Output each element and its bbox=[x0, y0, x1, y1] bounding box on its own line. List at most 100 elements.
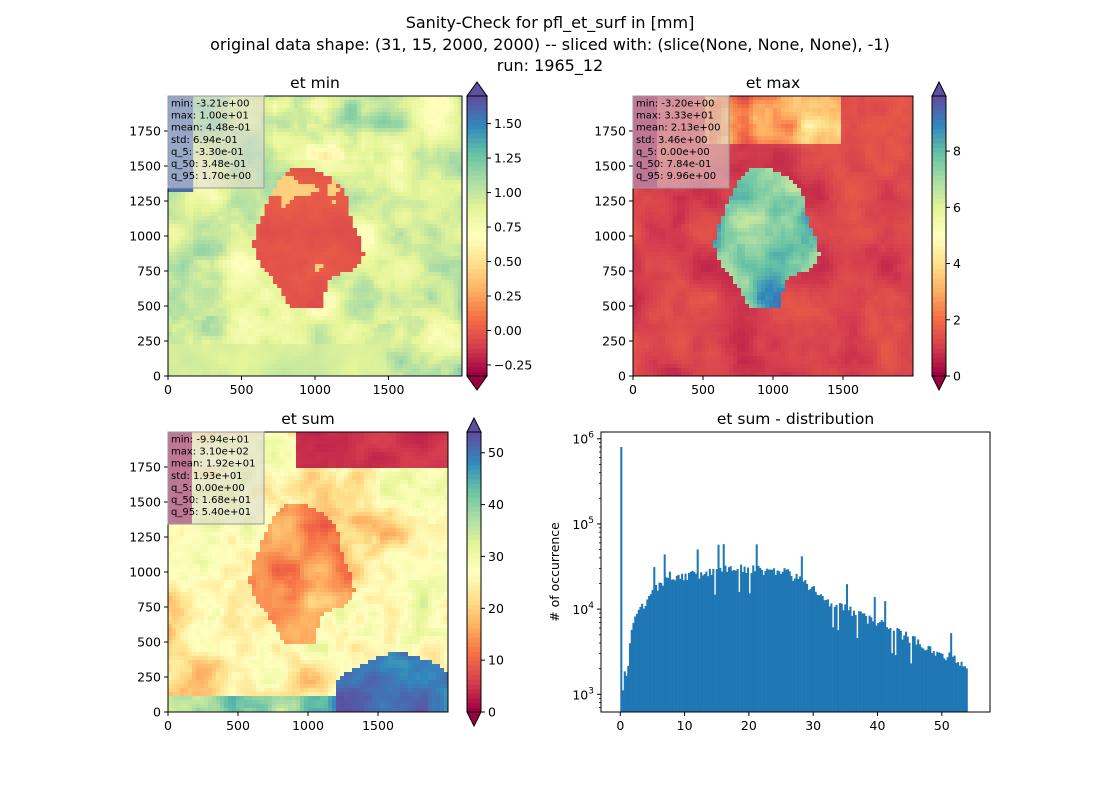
heatmap-cell bbox=[420, 184, 425, 189]
heatmap-cell bbox=[436, 204, 442, 209]
heatmap-cell bbox=[428, 268, 434, 273]
heatmap-cell bbox=[407, 284, 413, 289]
heatmap-cell bbox=[369, 100, 375, 105]
heatmap-cell bbox=[382, 288, 387, 293]
heatmap-cell bbox=[394, 220, 400, 225]
heatmap-cell bbox=[210, 348, 215, 353]
heatmap-cell bbox=[180, 284, 186, 289]
heatmap-cell bbox=[420, 228, 425, 233]
heatmap-cell bbox=[415, 368, 421, 373]
heatmap-cell bbox=[445, 340, 450, 345]
heatmap-cell bbox=[189, 336, 194, 341]
colorbar-segment bbox=[467, 128, 487, 134]
heatmap-cell bbox=[344, 356, 350, 361]
heatmap-cell bbox=[403, 316, 408, 321]
heatmap-cell bbox=[382, 272, 387, 277]
heatmap-cell bbox=[298, 260, 303, 265]
heatmap-cell bbox=[235, 356, 240, 361]
heatmap-cell bbox=[302, 116, 308, 121]
heatmap-cell bbox=[369, 180, 375, 185]
heatmap-cell bbox=[294, 364, 299, 369]
heatmap-cell bbox=[432, 304, 438, 309]
heatmap-cell bbox=[256, 324, 261, 329]
heatmap-cell bbox=[390, 108, 396, 113]
heatmap-cell bbox=[231, 224, 236, 229]
heatmap-cell bbox=[222, 372, 228, 377]
heatmap-cell bbox=[268, 204, 274, 209]
heatmap-cell bbox=[394, 168, 400, 173]
heatmap-cell bbox=[348, 356, 354, 361]
heatmap-cell bbox=[411, 252, 417, 257]
heatmap-cell bbox=[256, 356, 261, 361]
heatmap-cell bbox=[457, 280, 463, 285]
heatmap-cell bbox=[382, 180, 387, 185]
heatmap-cell bbox=[256, 300, 261, 305]
heatmap-cell bbox=[369, 96, 375, 101]
heatmap-cell bbox=[260, 260, 266, 265]
heatmap-cell bbox=[176, 308, 182, 313]
heatmap-cell bbox=[268, 236, 274, 241]
y-tick-label: 250 bbox=[137, 334, 161, 349]
heatmap-cell bbox=[197, 364, 203, 369]
heatmap-cell bbox=[205, 304, 211, 309]
heatmap-cell bbox=[168, 232, 173, 237]
heatmap-cell bbox=[172, 356, 177, 361]
heatmap-cell bbox=[415, 136, 421, 141]
heatmap-cell bbox=[302, 252, 308, 257]
heatmap-cell bbox=[331, 116, 337, 121]
heatmap-cell bbox=[210, 352, 215, 357]
heatmap-cell bbox=[415, 260, 421, 265]
colorbar-segment bbox=[467, 366, 487, 372]
heatmap-cell bbox=[390, 272, 396, 277]
heatmap-cell bbox=[352, 252, 358, 257]
heatmap-cell bbox=[298, 340, 303, 345]
heatmap-cell bbox=[386, 260, 392, 265]
heatmap-cell bbox=[268, 156, 274, 161]
heatmap-cell bbox=[441, 324, 446, 329]
heatmap-cell bbox=[445, 164, 450, 169]
heatmap-cell bbox=[327, 132, 333, 137]
heatmap-cell bbox=[382, 312, 387, 317]
heatmap-cell bbox=[386, 232, 392, 237]
heatmap-cell bbox=[285, 328, 291, 333]
heatmap-cell bbox=[285, 268, 291, 273]
heatmap-cell bbox=[214, 324, 219, 329]
heatmap-cell bbox=[344, 248, 350, 253]
heatmap-cell bbox=[180, 224, 186, 229]
heatmap-cell bbox=[273, 308, 278, 313]
colorbar-segment bbox=[467, 357, 487, 363]
heatmap-cell bbox=[289, 180, 295, 185]
heatmap-cell bbox=[340, 352, 345, 357]
heatmap-cell bbox=[357, 172, 362, 177]
heatmap-cell bbox=[340, 100, 345, 105]
heatmap-cell bbox=[260, 216, 266, 221]
heatmap-cell bbox=[331, 120, 337, 125]
heatmap-cell bbox=[226, 364, 232, 369]
heatmap-cell bbox=[205, 280, 211, 285]
heatmap-cell bbox=[201, 232, 207, 237]
heatmap-cell bbox=[189, 208, 194, 213]
heatmap-cell bbox=[281, 208, 287, 213]
heatmap-cell bbox=[315, 232, 320, 237]
heatmap-cell bbox=[239, 240, 245, 245]
heatmap-cell bbox=[411, 164, 417, 169]
heatmap-cell bbox=[285, 240, 291, 245]
heatmap-cell bbox=[298, 284, 303, 289]
heatmap-cell bbox=[386, 136, 392, 141]
heatmap-cell bbox=[256, 364, 261, 369]
heatmap-cell bbox=[441, 224, 446, 229]
heatmap-cell bbox=[201, 188, 207, 193]
heatmap-cell bbox=[348, 304, 354, 309]
heatmap-cell bbox=[361, 156, 366, 161]
heatmap-cell bbox=[386, 352, 392, 357]
heatmap-cell bbox=[441, 308, 446, 313]
heatmap-cell bbox=[289, 304, 295, 309]
heatmap-cell bbox=[214, 352, 219, 357]
heatmap-cell bbox=[415, 244, 421, 249]
heatmap-cell bbox=[260, 272, 266, 277]
heatmap-cell bbox=[205, 264, 211, 269]
heatmap-cell bbox=[357, 100, 362, 105]
heatmap-cell bbox=[176, 300, 182, 305]
heatmap-cell bbox=[348, 224, 354, 229]
heatmap-cell bbox=[336, 312, 341, 317]
